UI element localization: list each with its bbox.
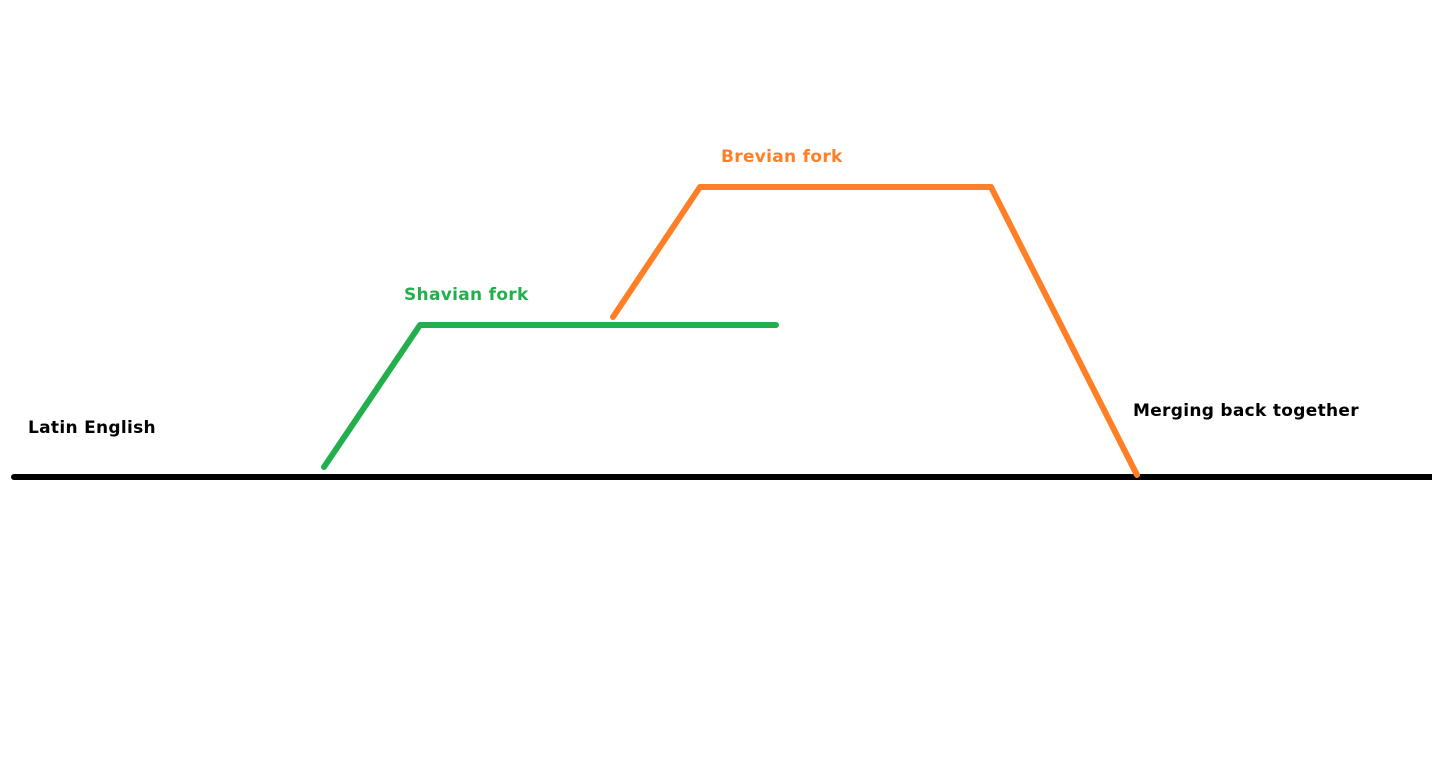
latin-english-label: Latin English (28, 418, 156, 438)
brevian-fork-label: Brevian fork (721, 147, 843, 167)
brevian-fork-line (610, 184, 1140, 478)
shavian-fork-line (321, 322, 779, 470)
merging-back-label: Merging back together (1133, 401, 1359, 421)
shavian-fork-label: Shavian fork (404, 285, 529, 305)
